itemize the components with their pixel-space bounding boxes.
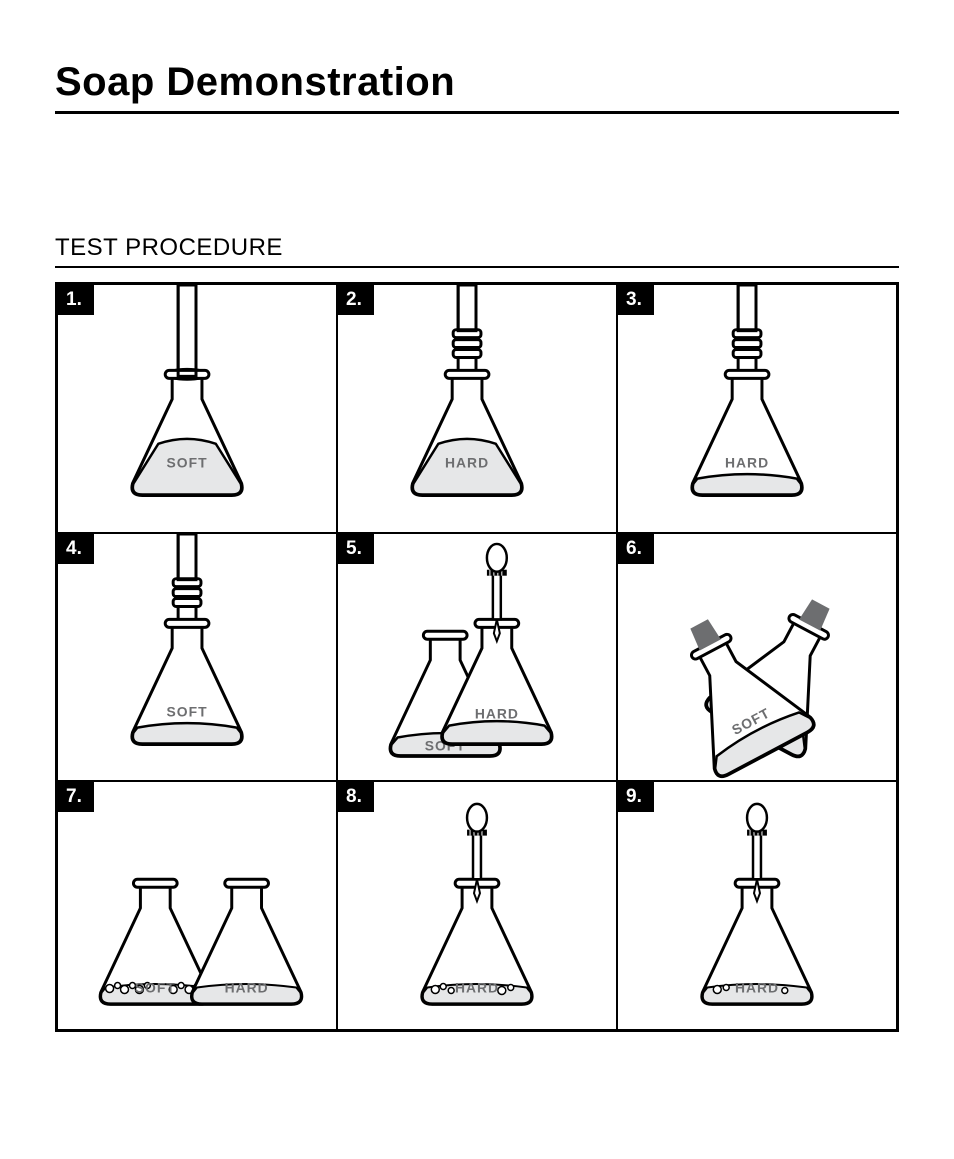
step-8-cell: 8. HARD [337,781,617,1030]
step-1-art: SOFT [58,285,336,533]
step-1-cell: 1. SOFT [57,284,337,533]
step-2-art: HARD [338,285,616,533]
step-9-cell: 9. HARD [617,781,897,1030]
flask-label-hard: HARD [225,980,269,996]
step-9-art: HARD [618,782,896,1030]
step-4-cell: 4. SOFT [57,533,337,782]
page-title: Soap Demonstration [55,60,899,114]
step-8-art: HARD [338,782,616,1030]
step-2-cell: 2. HARD [337,284,617,533]
step-6-art: HARD SOFT [618,534,896,782]
step-7-cell: 7. SOFT HARD [57,781,337,1030]
section-subtitle: TEST PROCEDURE [55,234,899,268]
procedure-grid: 1. SOFT 2. [55,282,899,1032]
step-5-cell: 5. SOFT H [337,533,617,782]
step-3-cell: 3. HARD [617,284,897,533]
step-6-cell: 6. HARD SOFT [617,533,897,782]
flask-label-hard: HARD [455,980,499,996]
step-3-art: HARD [618,285,896,533]
flask-label-soft: SOFT [167,703,208,719]
flask-label-hard: HARD [725,455,769,471]
step-5-art: SOFT HARD [338,534,616,782]
flask-label-soft: SOFT [135,980,176,996]
flask-label-hard: HARD [475,705,519,721]
flask-label-hard: HARD [445,455,489,471]
step-7-art: SOFT HARD [58,782,336,1030]
step-4-art: SOFT [58,534,336,782]
flask-label-hard: HARD [735,980,779,996]
flask-label-soft: SOFT [167,455,208,471]
